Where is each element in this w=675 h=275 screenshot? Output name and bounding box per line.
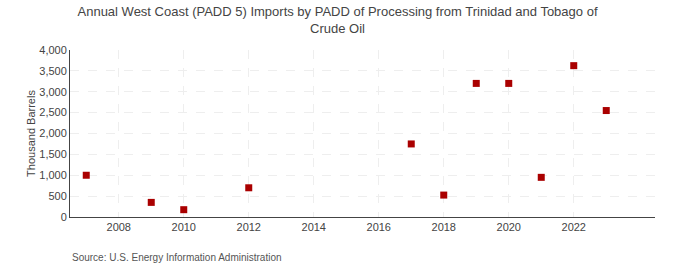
svg-text:2014: 2014 xyxy=(302,221,326,233)
svg-text:2018: 2018 xyxy=(432,221,456,233)
svg-text:Source: U.S. Energy Informatio: Source: U.S. Energy Information Administ… xyxy=(72,252,282,263)
svg-text:2012: 2012 xyxy=(237,221,261,233)
svg-text:4,000: 4,000 xyxy=(39,44,67,56)
svg-text:3,500: 3,500 xyxy=(39,65,67,77)
svg-text:2010: 2010 xyxy=(172,221,196,233)
svg-text:500: 500 xyxy=(48,190,66,202)
svg-text:0: 0 xyxy=(61,211,67,223)
svg-text:2016: 2016 xyxy=(367,221,391,233)
svg-text:3,000: 3,000 xyxy=(39,86,67,98)
svg-text:2020: 2020 xyxy=(497,221,521,233)
svg-text:1,000: 1,000 xyxy=(39,169,67,181)
svg-text:2008: 2008 xyxy=(107,221,131,233)
svg-text:Annual West Coast (PADD 5) Imp: Annual West Coast (PADD 5) Imports by PA… xyxy=(78,4,598,36)
svg-text:2022: 2022 xyxy=(562,221,586,233)
svg-text:2,500: 2,500 xyxy=(39,106,67,118)
svg-text:2,000: 2,000 xyxy=(39,127,67,139)
svg-text:1,500: 1,500 xyxy=(39,148,67,160)
svg-text:Thousand Barrels: Thousand Barrels xyxy=(25,90,37,177)
